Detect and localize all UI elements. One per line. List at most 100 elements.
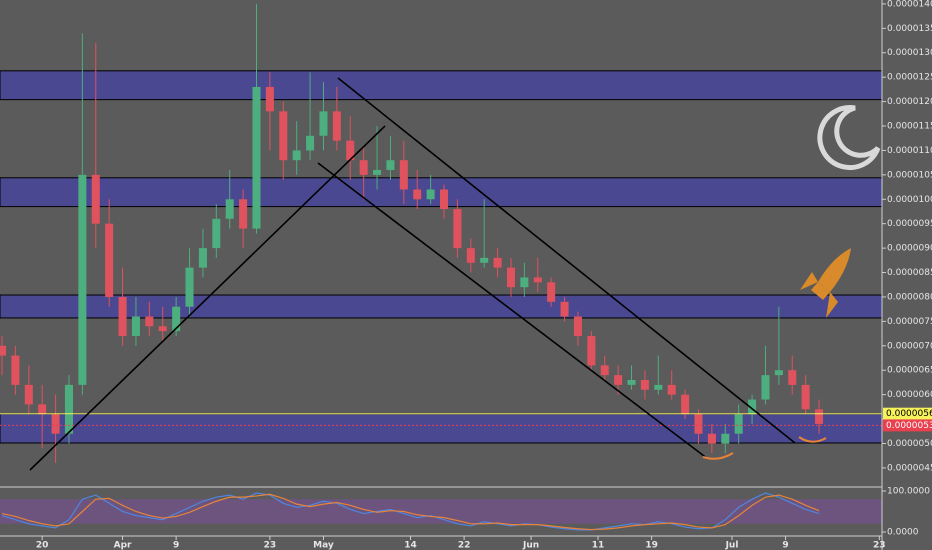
candle-body	[801, 384, 810, 410]
candle-body	[225, 199, 234, 219]
candle-body	[51, 414, 60, 434]
candle-body	[64, 384, 73, 434]
candle-body	[734, 414, 743, 434]
oscillator-tick-label: 100.0000	[887, 487, 930, 497]
candle-body	[506, 267, 516, 288]
bottom-arc	[798, 436, 827, 443]
candle-body	[774, 370, 783, 376]
trend-line	[337, 77, 796, 444]
y-tick-label: 0.00000600	[887, 390, 932, 400]
candle-body	[11, 355, 20, 385]
candle-body	[24, 384, 33, 405]
candle-body	[118, 296, 127, 337]
x-tick-label: 20	[36, 541, 49, 550]
x-tick-label: 23	[873, 541, 886, 550]
x-tick-label: 9	[173, 541, 179, 550]
y-tick-label: 0.00000500	[887, 439, 932, 449]
candle-body	[158, 326, 167, 332]
x-tick-label: 19	[645, 541, 658, 550]
oscillator-line	[1, 492, 820, 531]
y-tick-label: 0.00000750	[887, 317, 932, 327]
candle-body	[439, 189, 449, 210]
candle-body	[38, 404, 47, 415]
candle-body	[721, 433, 730, 444]
axes: 0.000004500.000005000.000005500.00000600…	[36, 0, 932, 550]
price-marker-box	[883, 407, 932, 420]
candle-body	[172, 306, 181, 332]
candle-body	[761, 375, 770, 400]
y-tick-label: 0.00001150	[887, 122, 932, 132]
candle-body	[480, 257, 489, 263]
candle-body	[279, 111, 288, 161]
x-tick-label: Jun	[522, 541, 539, 550]
candle-body	[547, 282, 556, 302]
oscillator: 100.0000 0.0000	[0, 487, 930, 538]
y-tick-label: 0.00001050	[887, 170, 932, 180]
candle-body	[694, 414, 703, 434]
candle-body	[748, 399, 757, 415]
candle-body	[292, 150, 301, 161]
candle-body	[359, 160, 368, 175]
y-tick-label: 0.00001350	[887, 24, 932, 34]
candle-body	[265, 86, 274, 112]
y-tick-label: 0.00000700	[887, 341, 932, 351]
candle-body	[0, 345, 7, 356]
y-tick-label: 0.00001300	[887, 48, 932, 58]
oscillator-line	[1, 493, 820, 531]
candle-body	[600, 365, 609, 376]
candle-body	[105, 223, 114, 297]
trend-line	[317, 162, 709, 460]
moon-icon	[817, 105, 881, 171]
trend-line	[29, 125, 386, 471]
zone	[0, 294, 883, 319]
price-marker-label: 0.00000561	[886, 409, 932, 419]
x-tick-label: 9	[782, 541, 788, 550]
x-tick-label: May	[313, 541, 334, 550]
candle-body	[573, 316, 582, 337]
candle-body	[386, 160, 395, 170]
candle-body	[91, 174, 100, 224]
candle-body	[493, 257, 502, 268]
x-tick-label: Jul	[725, 541, 739, 550]
candle-body	[399, 160, 408, 190]
y-tick-label: 0.00001400	[887, 0, 932, 9]
candle-body	[145, 316, 154, 327]
candle-body	[614, 375, 623, 385]
y-tick-label: 0.00000800	[887, 292, 932, 302]
y-tick-label: 0.00000850	[887, 268, 932, 278]
trend-lines	[29, 77, 796, 471]
candle-body	[681, 394, 690, 415]
zone	[0, 70, 883, 101]
candle-body	[453, 209, 462, 249]
candle-body	[332, 111, 341, 141]
y-tick-label: 0.00000650	[887, 366, 932, 376]
price-marker-label: 0.00000537	[886, 421, 932, 431]
y-tick-label: 0.00001200	[887, 97, 932, 107]
oscillator-band	[0, 499, 882, 524]
oscillator-tick-label: 0.0000	[887, 528, 919, 538]
y-tick-label: 0.00000450	[887, 463, 932, 473]
candle-body	[560, 301, 569, 317]
candle-body	[131, 316, 140, 337]
rocket-icon	[800, 248, 851, 318]
candle-body	[788, 370, 797, 385]
x-tick-label: 23	[264, 541, 277, 550]
candle-body	[306, 135, 315, 151]
price-marker-box	[883, 419, 932, 432]
candle-body	[413, 189, 422, 200]
x-tick-label: 22	[458, 541, 471, 550]
y-tick-label: 0.00001100	[887, 146, 932, 156]
bottom-arc	[702, 452, 734, 460]
candle-body	[185, 267, 194, 307]
candle-body	[466, 248, 475, 263]
y-tick-label: 0.00001000	[887, 195, 932, 205]
candle-body	[640, 379, 649, 390]
candle-body	[319, 111, 328, 136]
candle-body	[212, 218, 221, 249]
candle-body	[654, 384, 663, 390]
x-tick-label: 14	[404, 541, 417, 550]
candle-body	[373, 169, 382, 175]
candle-body	[239, 199, 248, 229]
candles	[0, 3, 882, 464]
